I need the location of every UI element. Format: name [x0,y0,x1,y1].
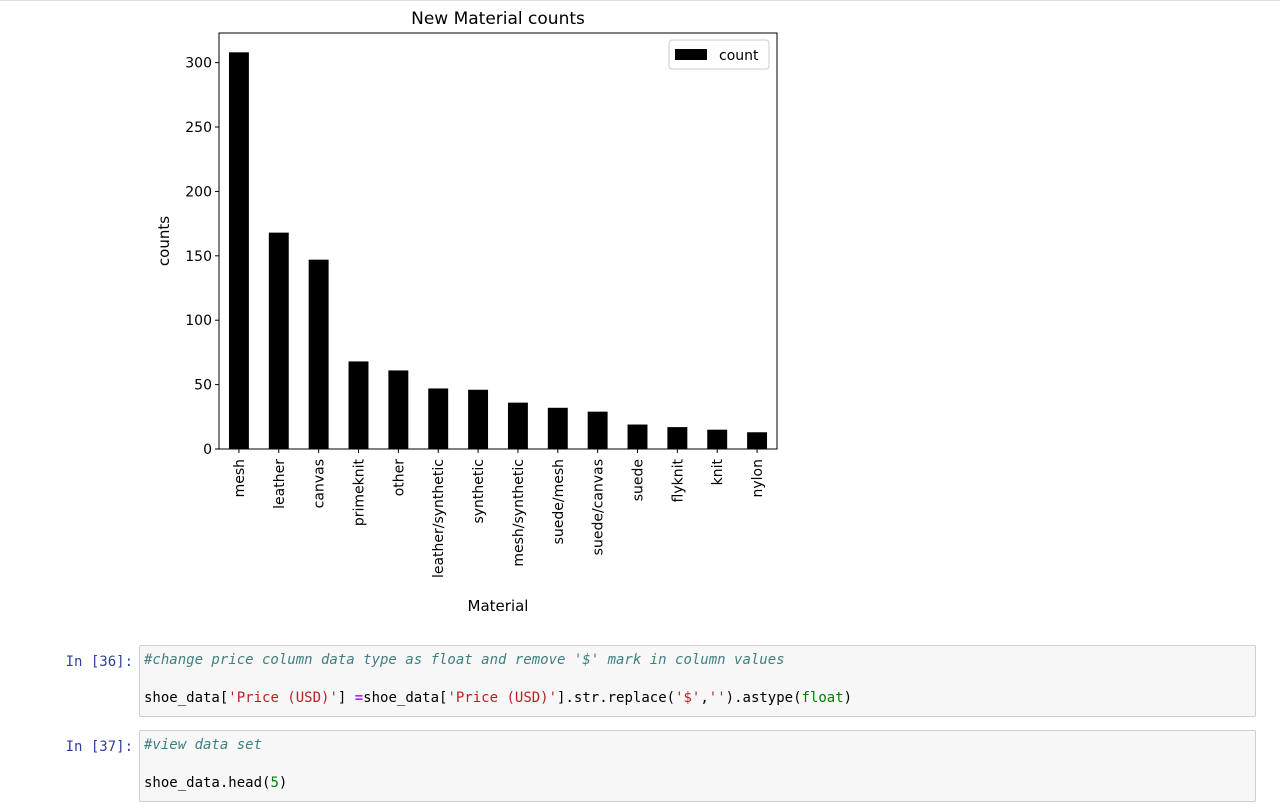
legend-box [668,39,770,70]
x-tick-label: suede/mesh [551,459,567,544]
x-tick-label: nylon [750,459,766,498]
x-tick-label: mesh [232,459,248,497]
top-divider [0,0,1280,1]
bar-knit [707,429,728,449]
code-token: shoe_data[ [144,690,229,706]
y-tick-label: 250 [185,120,212,136]
bar-canvas [308,259,329,449]
legend-label: count [719,48,759,64]
cell-prompt: In [36]: [65,654,133,670]
plot-frame [218,32,778,450]
bar-suede-mesh [547,407,568,449]
code-number: 5 [270,775,279,791]
chart-canvas: New Material counts 0 50 100 150 200 250 300 mes… [155,9,778,615]
bar-synthetic [468,389,489,449]
chart-title: New Material counts [411,9,585,29]
code-token: , [700,690,709,706]
code-token: ].str.replace( [557,690,676,706]
y-tick-label: 50 [194,378,212,394]
bar-mesh-synthetic [507,402,528,449]
code-statement: shoe_data.head(5) [144,775,1251,792]
code-token: ).astype( [725,690,802,706]
x-tick-label: suede [631,459,647,501]
code-input[interactable]: #view data set shoe_data.head(5) [139,730,1256,802]
bar-nylon [747,432,768,449]
x-tick-label: knit [710,458,726,485]
bar-other [388,370,409,449]
x-tick-label: suede/canvas [591,459,607,555]
x-tick-label: synthetic [471,459,487,524]
code-builtin: float [801,690,844,706]
material-counts-chart: New Material counts 0 50 100 150 200 250 300 mes… [0,0,800,630]
code-token: shoe_data[ [363,690,448,706]
bar-primeknit [348,361,369,449]
y-tick-label: 300 [185,56,212,72]
x-tick-label: leather/synthetic [431,459,447,578]
y-tick-label: 150 [185,249,212,265]
x-tick-label: primeknit [352,459,368,527]
code-token: ) [278,775,288,791]
code-input[interactable]: #change price column data type as float … [139,645,1256,717]
y-tick-label: 200 [185,184,212,200]
code-token: shoe_data.head( [144,775,271,791]
code-string: 'Price (USD)' [228,690,338,706]
x-axis-label: Material [468,597,529,615]
x-tick-label: flyknit [670,458,686,502]
bar-suede [627,424,648,449]
code-string: 'Price (USD)' [447,690,558,706]
y-tick-label: 0 [203,442,212,458]
y-axis-label: counts [155,216,173,266]
y-tick-label: 100 [185,313,212,329]
code-comment: #view data set [144,737,263,753]
bar-mesh [228,52,249,450]
legend-swatch [675,49,707,60]
code-string: '$' [675,690,701,706]
x-tick-label: mesh/synthetic [511,459,527,567]
x-tick-label: leather [272,459,288,509]
code-operator: = [354,690,364,706]
bar-flyknit [667,427,688,449]
bar-leather [268,232,289,449]
code-string: '' [708,690,726,706]
x-tick-label: canvas [312,459,328,508]
code-token: ] [337,690,355,706]
bar-leather-synthetic [428,388,449,449]
x-tick-label: other [391,459,407,497]
cell-prompt: In [37]: [65,739,133,755]
bar-suede-canvas [587,411,608,449]
code-token: ) [843,690,853,706]
code-statement: shoe_data['Price (USD)'] =shoe_data['Pri… [144,690,1251,707]
code-comment: #change price column data type as float … [144,652,785,668]
